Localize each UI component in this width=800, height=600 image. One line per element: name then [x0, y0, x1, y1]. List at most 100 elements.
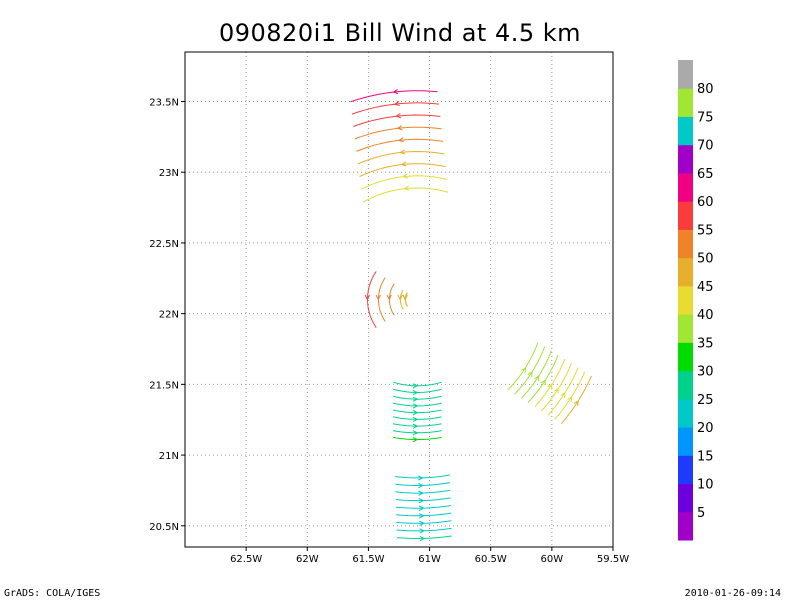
streamline-arrow [395, 113, 402, 119]
streamline [360, 175, 448, 190]
colorbar-swatch [678, 511, 693, 541]
streamline-arrow [412, 436, 419, 443]
y-tick-label: 20.5N [149, 522, 179, 533]
colorbar-swatch [678, 257, 693, 287]
streamline-arrow [403, 185, 410, 191]
colorbar-swatch [678, 285, 693, 315]
x-tick-label: 61.5W [352, 554, 384, 565]
colorbar-swatch [678, 88, 693, 117]
colorbar-label: 15 [697, 449, 714, 464]
streamline-arrow [419, 535, 426, 542]
streamline-arrow [547, 383, 553, 390]
colorbar-label: 65 [697, 167, 714, 182]
y-tick-label: 23N [159, 168, 179, 179]
colorbar-swatch [678, 398, 693, 428]
streamline-arrow [573, 400, 579, 406]
colorbar-label: 10 [697, 478, 714, 493]
streamline-arrow [412, 410, 419, 416]
streamlines [350, 88, 592, 542]
colorbar-label: 60 [697, 195, 714, 210]
y-axis-ticks: 20.5N 21N 21.5N 22N 22.5N 23N 23.5N [149, 98, 185, 533]
colorbar-swatch [678, 201, 693, 230]
colorbar-label: 70 [697, 139, 714, 154]
streamline-arrow [412, 403, 419, 409]
colorbar-label: 80 [697, 82, 714, 97]
streamline-arrow [419, 520, 426, 527]
streamline-arrow [412, 383, 419, 389]
streamline [388, 283, 395, 316]
colorbar-label: 55 [697, 223, 714, 238]
y-tick-label: 23.5N [149, 98, 179, 109]
x-tick-label: 60W [541, 554, 564, 565]
streamline [357, 150, 445, 165]
colorbar-label: 5 [697, 506, 705, 521]
colorbar-label: 35 [697, 336, 714, 351]
streamline-arrow [364, 294, 370, 301]
streamline-arrow [534, 375, 540, 382]
streamline-arrow [418, 513, 425, 519]
colorbar-label: 30 [697, 365, 714, 380]
streamline-arrow [392, 88, 399, 95]
streamline-arrow [386, 294, 392, 301]
colorbar-swatch [678, 60, 693, 89]
colorbar-swatch [678, 314, 693, 343]
colorbar: 5 10 15 20 25 30 35 40 45 50 55 60 65 70 75 80 [678, 60, 714, 541]
colorbar-label: 20 [697, 421, 714, 436]
streamline [514, 346, 546, 395]
y-tick-label: 21N [159, 451, 179, 462]
x-tick-label: 61W [418, 554, 441, 565]
streamline [561, 375, 592, 425]
colorbar-label: 50 [697, 252, 714, 267]
streamline-arrow [397, 137, 404, 143]
colorbar-swatch [678, 483, 693, 513]
streamline-arrow [418, 498, 425, 504]
colorbar-swatch [678, 229, 693, 259]
streamline-arrow [521, 366, 527, 373]
colorbar-swatch [678, 116, 693, 146]
colorbar-label: 25 [697, 393, 714, 408]
colorbar-swatch [678, 144, 693, 174]
streamline-arrow [400, 161, 407, 167]
streamline-arrow [527, 370, 533, 377]
colorbar-swatch [678, 427, 693, 456]
streamline [359, 163, 446, 178]
streamline-arrow [412, 396, 419, 402]
colorbar-label: 40 [697, 308, 714, 323]
x-tick-label: 60.5W [475, 554, 507, 565]
streamline-arrow [540, 379, 546, 386]
streamline-arrow [402, 294, 408, 301]
streamline-arrow [418, 505, 425, 511]
streamline-arrow [412, 416, 419, 423]
footer-right: 2010-01-26-09:14 [685, 588, 781, 599]
colorbar-swatch [678, 172, 693, 202]
x-tick-label: 62W [296, 554, 319, 565]
grid-lines [185, 52, 613, 547]
colorbar-swatch [678, 370, 693, 400]
streamline-arrow [412, 389, 419, 396]
streamline [377, 277, 386, 322]
colorbar-swatch [678, 455, 693, 485]
streamline-arrow [402, 173, 409, 179]
colorbar-label: 45 [697, 280, 714, 295]
colorbar-swatch [678, 342, 693, 372]
chart-title: 090820i1 Bill Wind at 4.5 km [219, 19, 581, 47]
streamline-arrow [412, 430, 419, 436]
y-tick-label: 22N [159, 310, 179, 321]
colorbar-label: 75 [697, 110, 714, 125]
streamline-arrow [567, 395, 573, 402]
streamline [362, 187, 449, 203]
streamline [366, 271, 377, 328]
streamline [554, 371, 586, 420]
y-tick-label: 21.5N [149, 380, 179, 391]
streamline-arrow [396, 125, 403, 131]
streamline-arrow [375, 294, 381, 301]
x-tick-label: 62.5W [230, 554, 262, 565]
streamline-arrow [393, 100, 400, 107]
streamline-arrow [560, 391, 566, 398]
streamline [507, 342, 539, 391]
streamline-layer [350, 88, 592, 542]
x-axis-ticks: 62.5W 62W 61.5W 61W 60.5W 60W 59.5W [230, 547, 629, 565]
footer-left: GrADS: COLA/IGES [4, 588, 100, 599]
x-tick-label: 59.5W [597, 554, 629, 565]
